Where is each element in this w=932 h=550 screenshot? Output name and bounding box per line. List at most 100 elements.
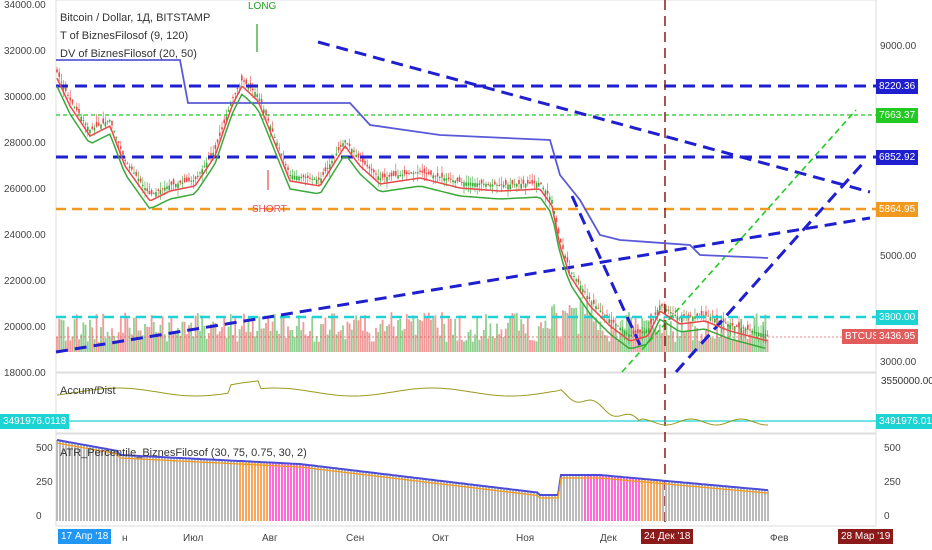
volume-bar <box>265 323 267 352</box>
symbol-tag-value[interactable]: 3436.95 <box>876 329 919 344</box>
volume-bar <box>291 329 294 352</box>
volume-bar <box>146 326 149 352</box>
candle-body <box>648 328 650 334</box>
price-axis-left[interactable]: 34000.00 32000.00 30000.00 28000.00 26000.00… <box>4 0 53 522</box>
date-tag-marker[interactable]: 24 Дек '18 <box>641 529 694 544</box>
volume-bar <box>115 340 118 352</box>
accum-axis-value-left[interactable]: 3491976.0118 <box>0 414 70 429</box>
indicator-t-legend[interactable]: T of BiznesFilosof (9, 120) <box>60 30 189 42</box>
volume-bar <box>584 313 586 352</box>
candle-body <box>557 228 560 233</box>
candle-body <box>694 316 696 319</box>
volume-bar <box>570 307 573 352</box>
price-tag-7663[interactable]: 7663.37 <box>876 108 919 123</box>
candle-body <box>744 329 747 331</box>
atr-bar <box>536 492 538 521</box>
atr-bar <box>434 480 436 521</box>
volume-bar <box>126 318 129 352</box>
symbol-title[interactable]: Bitcoin / Dollar, 1Д, BITSTAMP <box>60 12 211 24</box>
date-tag-end[interactable]: 28 Мар '19 <box>838 529 894 544</box>
atr-bar <box>365 471 367 521</box>
candle-body <box>322 172 324 175</box>
volume-bar <box>199 330 201 352</box>
atr-bar <box>416 478 418 521</box>
trendline-drop[interactable] <box>570 195 642 346</box>
price-axis-right[interactable]: 9000.00 5000.00 3000.00 500 250 0 <box>880 41 917 522</box>
volume-bar <box>425 316 428 352</box>
atr-bar <box>692 483 694 521</box>
volume-bar <box>447 318 450 352</box>
trendline-descending[interactable] <box>317 40 871 194</box>
volume-bar <box>597 330 600 352</box>
price-tag-8220[interactable]: 8220.36 <box>876 79 919 94</box>
volume-bar <box>551 306 553 352</box>
atr-bar <box>341 469 343 521</box>
candle-body <box>326 167 329 169</box>
trendline-ascending[interactable] <box>55 216 871 354</box>
accum-dist-legend[interactable]: Accum/Dist <box>60 385 116 397</box>
candle-body <box>69 97 71 101</box>
candle-body <box>650 319 652 324</box>
candle-body <box>395 171 397 176</box>
atr-bar <box>719 485 721 521</box>
atr-bar <box>503 488 505 521</box>
candle-body <box>241 75 243 81</box>
atr-bar <box>323 466 325 521</box>
atr-bar <box>311 465 313 521</box>
candle-body <box>623 330 626 336</box>
atr-bar <box>338 468 340 521</box>
volume-bar <box>82 322 85 352</box>
atr-bar <box>389 474 391 521</box>
atr-bar <box>641 478 643 521</box>
accum-axis-value-right[interactable]: 3491976.0118 <box>876 414 932 429</box>
trendline-green[interactable] <box>621 109 857 373</box>
candle-body <box>212 152 214 157</box>
candle-body <box>190 180 192 182</box>
trendline-recovery[interactable] <box>674 160 866 374</box>
atr-bar <box>746 488 748 521</box>
candle-body <box>337 146 340 151</box>
price-tag-3800[interactable]: 3800.00 <box>876 310 919 325</box>
candle-body <box>131 166 133 170</box>
volume-bar <box>392 326 395 352</box>
candle-body <box>465 182 467 186</box>
atr-bar <box>650 479 652 521</box>
candle-body <box>573 276 575 278</box>
candle-body <box>346 143 349 145</box>
atr-bar <box>89 445 91 521</box>
atr-bar <box>71 442 73 521</box>
candle-body <box>282 158 285 160</box>
candle-body <box>188 177 190 182</box>
candle-body <box>333 156 335 158</box>
date-tag-start[interactable]: 17 Апр '18 <box>58 529 112 544</box>
volume-bar <box>102 313 105 352</box>
price-tag-6852[interactable]: 6852.92 <box>876 150 919 165</box>
atr-bar <box>215 459 217 521</box>
atr-bar <box>233 460 235 521</box>
atr-legend[interactable]: ATR_Percentile_BiznesFilosof (30, 75, 0.… <box>60 447 307 459</box>
volume-bar <box>221 327 223 352</box>
volume-bar <box>205 338 208 352</box>
volume-bar <box>78 339 80 352</box>
candle-body <box>379 177 382 181</box>
volume-bar <box>414 334 417 352</box>
price-tag-5864[interactable]: 5864.95 <box>876 202 919 217</box>
indicator-dv-legend[interactable]: DV of BiznesFilosof (20, 50) <box>60 48 197 60</box>
candle-body <box>181 182 184 184</box>
left-axis-tick: 34000.00 <box>4 0 46 11</box>
atr-bar <box>134 455 136 521</box>
accum-dist-pane[interactable] <box>55 372 877 434</box>
candle-body <box>542 187 544 190</box>
atr-blue-line <box>56 439 769 496</box>
volume-bar <box>73 319 76 352</box>
volume-bar <box>588 312 591 352</box>
volume-bar <box>216 334 219 352</box>
candle-body <box>289 175 291 177</box>
atr-bar <box>167 457 169 521</box>
candle-body <box>329 164 331 170</box>
volume-bar <box>339 330 342 352</box>
time-axis-tick: Окт <box>432 533 449 544</box>
atr-bar <box>551 495 553 521</box>
volume-bar <box>718 337 721 352</box>
